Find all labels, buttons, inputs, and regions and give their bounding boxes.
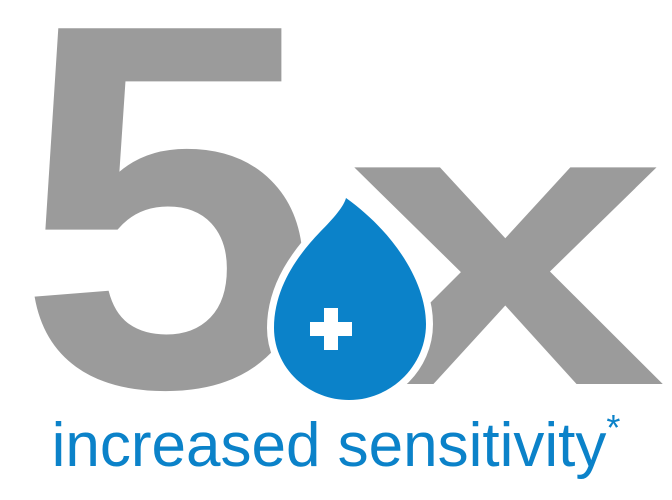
- tagline-text: increased sensitivity: [51, 411, 607, 480]
- water-drop-icon: [274, 198, 426, 400]
- tagline: increased sensitivity*: [0, 398, 672, 494]
- plus-icon: [310, 308, 352, 350]
- water-drop-plus-icon: [267, 191, 433, 400]
- headline-graphic: 5 x: [18, 0, 671, 400]
- footnote-mark: *: [606, 407, 621, 448]
